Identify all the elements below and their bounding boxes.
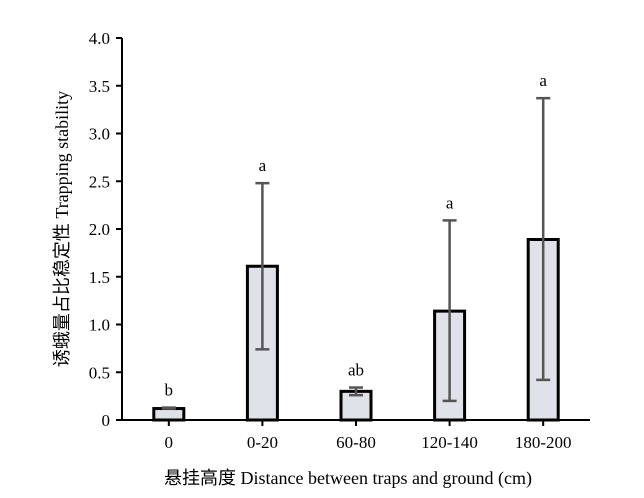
significance-label-4: a [446, 193, 454, 212]
y-tick-label-8: 3.5 [89, 77, 110, 96]
error-bar-1 [161, 406, 176, 410]
error-bar-5 [536, 96, 551, 382]
significance-labels-layer: b a ab a a [165, 71, 548, 399]
error-bar-3 [349, 386, 363, 397]
significance-label-1: b [165, 381, 174, 400]
bar-1 [152, 407, 186, 422]
error-bars-layer [161, 96, 551, 410]
error-bar-2 [255, 181, 270, 351]
x-tick-label-3: 60-80 [336, 433, 376, 452]
x-ticks-layer: 0 0-20 60-80 120-140 180-200 [165, 420, 572, 452]
x-tick-label-5: 180-200 [515, 433, 572, 452]
x-tick-label-1: 0 [165, 433, 174, 452]
significance-label-2: a [259, 156, 267, 175]
x-axis-title: 悬挂高度 Distance between traps and ground (… [164, 468, 532, 489]
x-tick-label-4: 120-140 [421, 433, 478, 452]
y-ticks-layer: 0 0.5 1.0 1.5 2.0 2.5 3.0 3.5 4.0 [89, 29, 122, 430]
y-tick-label-1: 0 [102, 411, 111, 430]
y-axis-title: 诱蛾量占比稳定性 Trapping stability [52, 91, 72, 367]
error-bar-4 [442, 219, 457, 403]
y-tick-label-6: 2.5 [89, 172, 110, 191]
y-tick-label-4: 1.5 [89, 268, 110, 287]
significance-label-3: ab [348, 361, 364, 380]
y-tick-label-5: 2.0 [89, 220, 110, 239]
bars-layer [152, 238, 560, 422]
x-tick-label-2: 0-20 [247, 433, 278, 452]
y-tick-label-3: 1.0 [89, 316, 110, 335]
y-tick-label-7: 3.0 [89, 125, 110, 144]
y-tick-label-9: 4.0 [89, 29, 110, 48]
significance-label-5: a [539, 71, 547, 90]
y-tick-label-2: 0.5 [89, 363, 110, 382]
